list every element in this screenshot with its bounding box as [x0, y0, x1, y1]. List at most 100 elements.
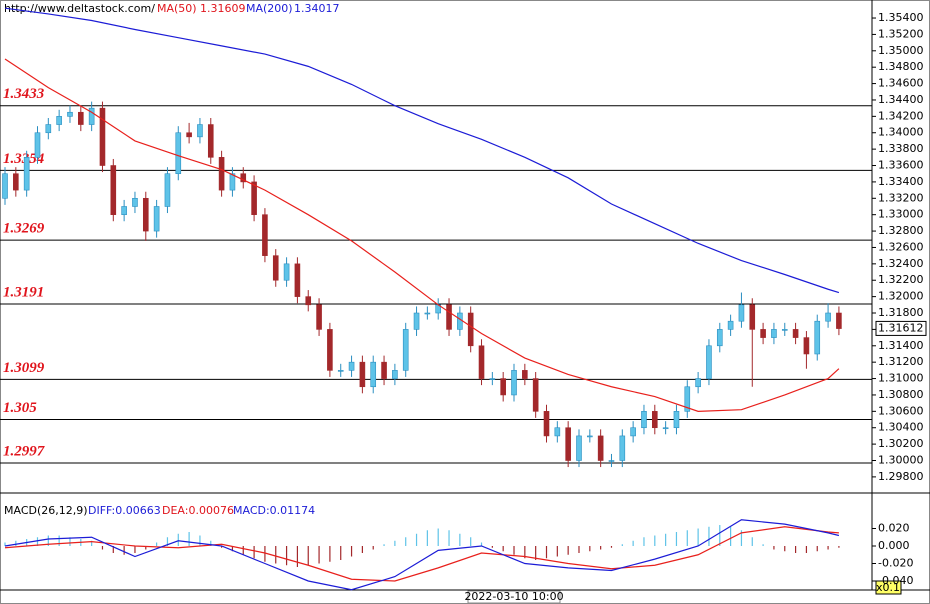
y-tick-label: 1.31000 [878, 372, 924, 385]
y-tick-label: 1.33600 [878, 159, 924, 172]
y-tick-label: 1.31800 [878, 306, 924, 319]
candle-body [88, 107, 95, 125]
candle-body [792, 329, 799, 338]
candle-body [272, 255, 279, 281]
y-tick-label: 1.35400 [878, 11, 924, 24]
level-label: 1.3269 [3, 221, 45, 237]
candle-body [67, 111, 73, 117]
ma50-value: 1.31609 [200, 2, 246, 15]
candle-body [370, 361, 377, 388]
candle-body [836, 312, 842, 329]
candle-body [197, 124, 203, 138]
candle-body [45, 124, 52, 134]
candle-body [781, 329, 788, 331]
y-tick-label: 1.29800 [878, 470, 924, 483]
candle-body [738, 304, 745, 322]
candle-body [641, 411, 647, 429]
candle-body [576, 435, 582, 461]
candle-body [630, 427, 636, 437]
y-tick-label: 1.31400 [878, 339, 924, 352]
y-tick-label: 1.30400 [878, 421, 924, 434]
candle-body [673, 411, 680, 429]
diff-label: DIFF:0.00663 [88, 504, 161, 517]
candle-body [619, 435, 626, 461]
candle-body [424, 312, 431, 315]
dea-label: DEA:0.00076 [162, 504, 234, 517]
candle-body [760, 329, 766, 338]
level-label: 1.2997 [3, 443, 45, 459]
level-label: 1.3191 [3, 284, 44, 300]
y-tick-label: 1.32200 [878, 273, 924, 286]
candle-body [132, 197, 138, 207]
candle-body [803, 337, 810, 355]
candle-body [467, 312, 474, 347]
candle-body [175, 132, 182, 175]
candle-body [34, 132, 41, 158]
candle-body [240, 173, 247, 183]
candle-body [218, 157, 225, 191]
ma200-value: 1.34017 [294, 2, 340, 15]
candle-body [522, 370, 528, 379]
candle-body [565, 427, 571, 461]
y-tick-label: 1.35000 [878, 44, 924, 57]
candle-body [316, 304, 322, 330]
y-tick-label: 1.33000 [878, 208, 924, 221]
y-tick-label: 1.34600 [878, 77, 924, 90]
candle-body [23, 157, 30, 191]
candle-body [532, 378, 539, 412]
y-tick-label: 1.30600 [878, 404, 924, 417]
candle-body [337, 370, 344, 372]
candle-body [229, 173, 236, 191]
candle-body [153, 206, 160, 232]
candle-body [727, 320, 734, 330]
candle-body [327, 329, 333, 371]
y-tick-label: 1.32400 [878, 257, 924, 270]
y-tick-label: 1.30800 [878, 388, 924, 401]
candle-body [511, 370, 517, 396]
candle-body [392, 370, 398, 379]
level-label: 1.3433 [3, 86, 45, 102]
scale-box [875, 580, 902, 595]
candle-body [305, 296, 312, 306]
y-tick-label: 1.34000 [878, 126, 924, 139]
candle-body [283, 263, 290, 281]
candle-body [716, 329, 723, 347]
price-tag-box [875, 320, 927, 336]
date-label: 2022-03-10 10:00 [464, 590, 563, 603]
macd-tick-label: 0.020 [878, 522, 910, 535]
candle-body [164, 173, 171, 207]
candle-body [13, 173, 19, 191]
scale-label: x0.1 [876, 581, 900, 594]
y-tick-label: 1.33800 [878, 142, 924, 155]
macd-label: MACD:0.01174 [233, 504, 315, 517]
y-tick-label: 1.34200 [878, 109, 924, 122]
ma50-name: MA(50) [157, 2, 197, 15]
candle-body [2, 173, 8, 199]
candle-body [294, 263, 301, 297]
y-tick-label: 1.35200 [878, 27, 924, 40]
candle-body [78, 111, 84, 125]
candle-body [186, 132, 192, 138]
candle-body [814, 320, 821, 355]
candle-body [543, 411, 550, 437]
candle-body [359, 361, 366, 388]
y-tick-label: 1.30200 [878, 437, 924, 450]
candle-body [402, 329, 409, 371]
candle-body [142, 197, 149, 232]
y-tick-label: 1.32000 [878, 290, 924, 303]
y-tick-label: 1.34400 [878, 93, 924, 106]
candle-body [554, 427, 561, 437]
y-tick-label: 1.32800 [878, 224, 924, 237]
candle-body [500, 378, 506, 396]
candle-body [662, 427, 669, 430]
candle-body [684, 386, 691, 412]
candle-body [749, 304, 756, 330]
candle-body [99, 107, 106, 166]
diff-line [4, 519, 840, 591]
ma200-name: MA(200) [246, 2, 293, 15]
price-tag: 1.31612 [878, 321, 924, 334]
candle-body [695, 378, 701, 388]
candle-body [251, 181, 257, 215]
candle-body [121, 206, 127, 215]
